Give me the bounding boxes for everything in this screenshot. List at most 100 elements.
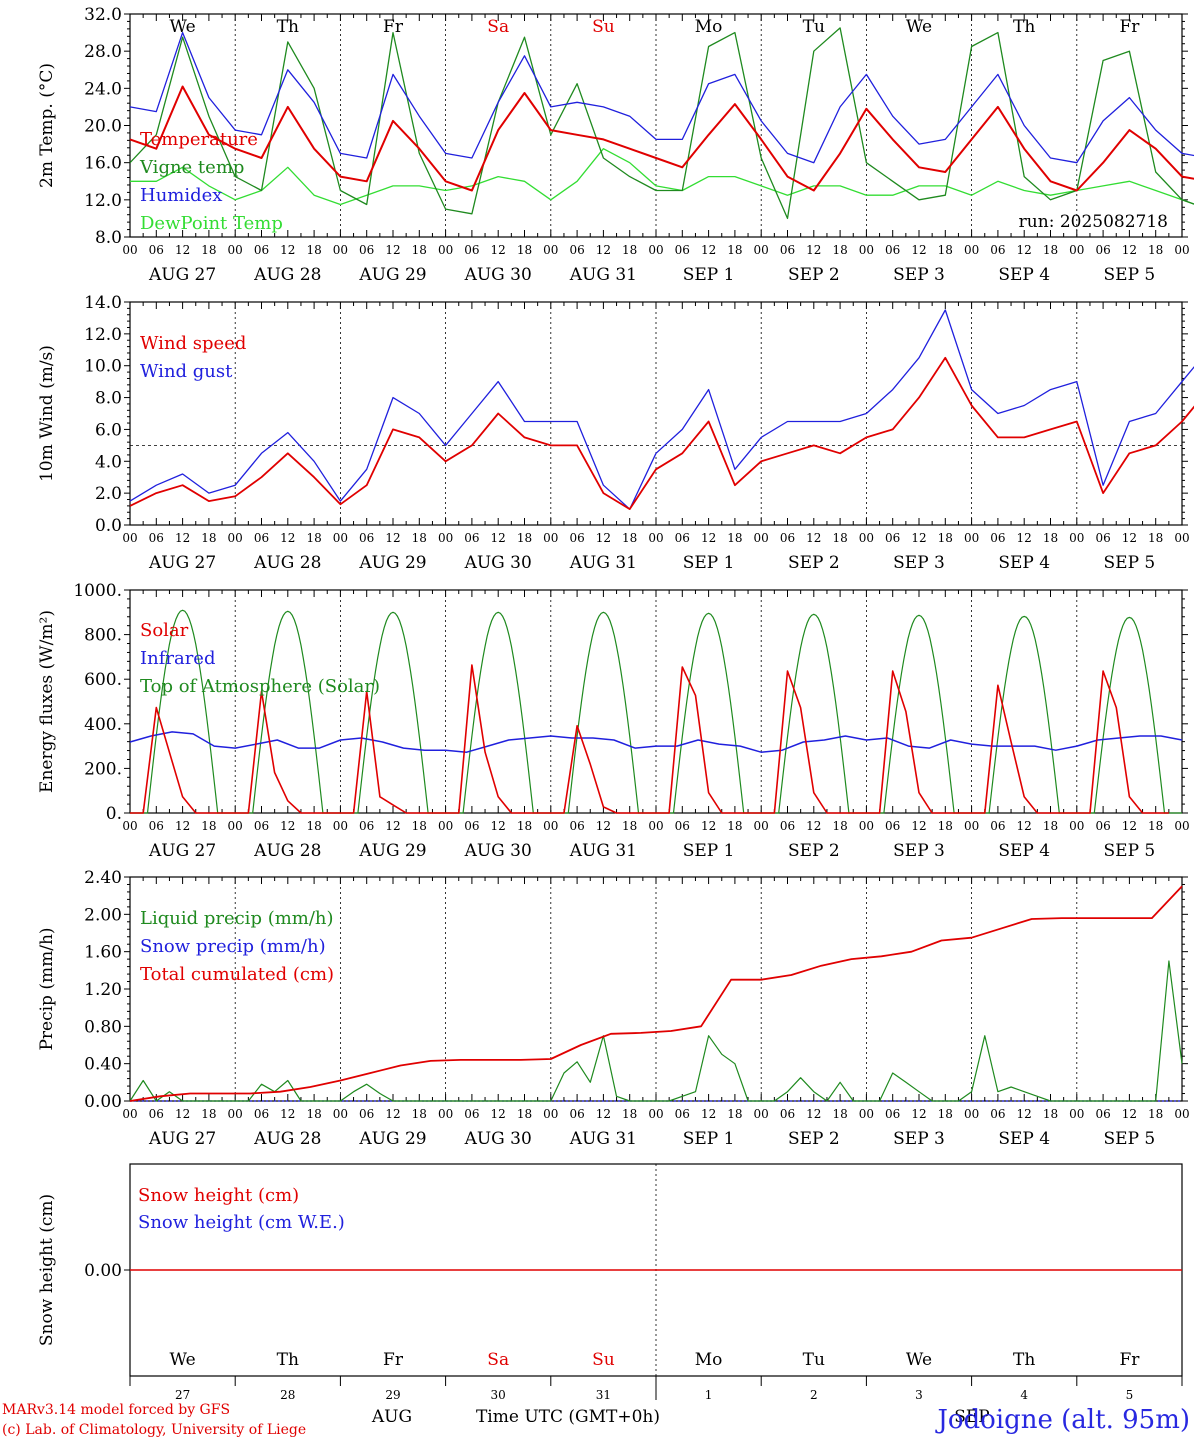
- x-date-label: SEP 4: [998, 553, 1050, 573]
- y-tick-label: 2.0: [95, 484, 122, 504]
- x-date-label: SEP 2: [788, 265, 840, 285]
- x-hour-label: 18: [412, 1107, 427, 1121]
- x-hour-label: 00: [543, 531, 558, 545]
- x-hour-label: 00: [122, 819, 137, 833]
- x-hour-label: 12: [1122, 243, 1137, 257]
- x-hour-label: 06: [464, 819, 479, 833]
- x-hour-label: 12: [491, 243, 506, 257]
- x-hour-label: 18: [832, 819, 847, 833]
- toa-solar-line: [445, 611, 551, 814]
- x-date-label: SEP 4: [998, 1129, 1050, 1149]
- x-date-label: SEP 2: [788, 841, 840, 861]
- weekday-label: Th: [277, 17, 299, 37]
- time-axis-title: Time UTC (GMT+0h): [476, 1407, 660, 1427]
- x-date-label: AUG 31: [569, 841, 637, 861]
- x-hour-label: 06: [149, 1107, 164, 1121]
- run-label: run: 2025082718: [1019, 212, 1168, 232]
- x-date-label: SEP 2: [788, 553, 840, 573]
- y-tick-label: 20.0: [84, 117, 122, 137]
- toa-solar-line: [1076, 616, 1182, 814]
- total-cumulated-line: [129, 885, 1183, 1102]
- x-hour-label: 06: [254, 819, 269, 833]
- temperature-line: [129, 85, 1194, 192]
- x-hour-label: 12: [806, 243, 821, 257]
- toa-solar-line: [656, 612, 762, 814]
- panel-5: 0.00 Snow height (cm) Snow height (cm) Snow…: [37, 1163, 1183, 1377]
- y-tick-label: 1.60: [84, 943, 122, 963]
- y-tick-label: 2.40: [84, 868, 122, 888]
- bottom-day-number: 31: [596, 1388, 611, 1402]
- x-date-label: AUG 30: [464, 1129, 532, 1149]
- x-hour-label: 06: [990, 819, 1005, 833]
- x-hour-label: 06: [359, 1107, 374, 1121]
- x-hour-label: 12: [491, 1107, 506, 1121]
- y-tick-label: 0.80: [84, 1017, 122, 1037]
- x-hour-label: 18: [938, 1107, 953, 1121]
- y-axis-title: Precip (mm/h): [37, 927, 57, 1050]
- x-hour-label: 06: [885, 819, 900, 833]
- bottom-day-number: 4: [1020, 1388, 1028, 1402]
- x-hour-label: 12: [806, 531, 821, 545]
- x-date-label: SEP 3: [893, 265, 945, 285]
- x-hour-label: 06: [1095, 531, 1110, 545]
- x-hour-label: 18: [201, 243, 216, 257]
- x-date-label: SEP 5: [1104, 553, 1156, 573]
- x-hour-label: 06: [780, 819, 795, 833]
- x-hour-label: 00: [333, 819, 348, 833]
- x-hour-label: 00: [1174, 819, 1189, 833]
- x-hour-label: 18: [306, 1107, 321, 1121]
- x-hour-label: 00: [122, 1107, 137, 1121]
- x-hour-label: 06: [254, 1107, 269, 1121]
- panel-2: 14.0 12.0 10.0 8.0 6.0 4.0 2.0 0.0 10m Wind (m/s…: [37, 293, 1194, 573]
- x-hour-label: 06: [990, 243, 1005, 257]
- x-hour-label: 12: [596, 243, 611, 257]
- y-tick-label: 0.00: [84, 1092, 122, 1112]
- y-axis-title: 2m Temp. (°C): [37, 63, 57, 188]
- x-date-label: SEP 5: [1104, 841, 1156, 861]
- y-tick-label: 32.0: [84, 5, 122, 25]
- bottom-day-number: 29: [385, 1388, 400, 1402]
- x-hour-label: 18: [1148, 531, 1163, 545]
- x-hour-label: 06: [254, 531, 269, 545]
- x-hour-label: 06: [675, 531, 690, 545]
- x-hour-label: 00: [543, 819, 558, 833]
- y-tick-label: 0.40: [84, 1055, 122, 1075]
- x-date-label: AUG 28: [253, 265, 321, 285]
- legend-solar: Solar: [140, 620, 189, 641]
- x-hour-label: 12: [175, 819, 190, 833]
- x-hour-label: 12: [280, 243, 295, 257]
- x-hour-label: 18: [306, 243, 321, 257]
- y-tick-label: 0.0: [95, 516, 122, 536]
- legend-dewpoint-line: DewPoint Temp: [140, 213, 283, 234]
- x-date-label: SEP 4: [998, 841, 1050, 861]
- x-hour-label: 00: [333, 243, 348, 257]
- wind-gust-line: [129, 309, 1194, 510]
- x-hour-label: 18: [1148, 243, 1163, 257]
- x-hour-label: 06: [149, 819, 164, 833]
- x-hour-label: 18: [517, 1107, 532, 1121]
- panel-4: 2.40 2.00 1.60 1.20 0.80 0.40 0.00 Precip (mm/h…: [37, 868, 1190, 1149]
- legend-vigne-temp-line: Vigne temp: [139, 157, 244, 178]
- x-date-label: AUG 29: [358, 265, 426, 285]
- x-hour-label: 12: [491, 531, 506, 545]
- x-hour-label: 12: [596, 1107, 611, 1121]
- weekday-label: Fr: [383, 17, 404, 37]
- toa-solar-line: [235, 610, 341, 814]
- x-hour-label: 00: [1174, 243, 1189, 257]
- x-hour-label: 18: [306, 819, 321, 833]
- toa-solar-line: [130, 609, 236, 814]
- model-credit: MARv3.14 model forced by GFS: [2, 1402, 230, 1418]
- x-hour-label: 00: [648, 531, 663, 545]
- y-tick-label: 24.0: [84, 79, 122, 99]
- y-tick-label: 14.0: [84, 293, 122, 313]
- weekday-label: Mo: [695, 17, 723, 37]
- x-hour-label: 12: [491, 819, 506, 833]
- x-hour-label: 18: [832, 243, 847, 257]
- x-hour-label: 18: [832, 1107, 847, 1121]
- x-hour-label: 18: [622, 819, 637, 833]
- x-hour-label: 06: [569, 1107, 584, 1121]
- x-hour-label: 00: [1174, 1107, 1189, 1121]
- x-hour-label: 06: [780, 531, 795, 545]
- panel-1: 32.0 28.0 24.0 20.0 16.0 12.0 8.0 2m Temp. (°C)…: [37, 5, 1194, 285]
- x-hour-label: 12: [701, 531, 716, 545]
